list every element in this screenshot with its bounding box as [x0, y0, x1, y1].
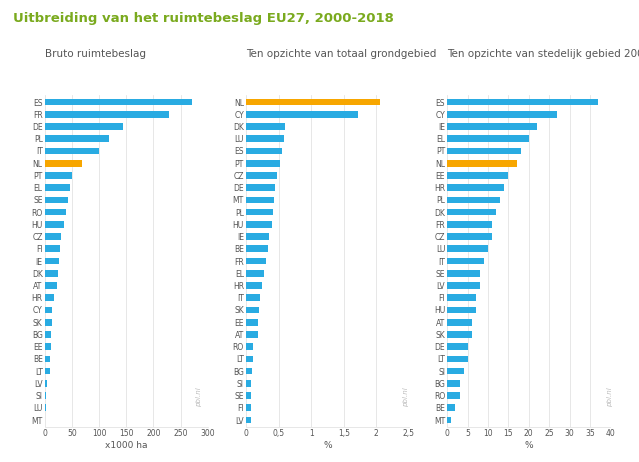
Bar [45, 380, 47, 387]
Text: pbl.nl: pbl.nl [403, 387, 409, 407]
Bar [447, 270, 480, 277]
Bar [45, 184, 70, 191]
Bar [447, 172, 509, 179]
Bar [45, 355, 50, 362]
X-axis label: %: % [525, 440, 533, 450]
Bar [447, 368, 464, 375]
Bar [447, 355, 468, 362]
Bar [246, 258, 266, 264]
Bar [246, 172, 277, 179]
Bar [246, 392, 251, 399]
Bar [447, 111, 557, 118]
Bar [447, 294, 476, 301]
Bar [246, 160, 280, 167]
Bar [447, 307, 476, 313]
Bar [246, 368, 252, 375]
Bar [246, 147, 282, 154]
Bar [45, 135, 109, 142]
Bar [45, 172, 72, 179]
Bar [45, 221, 65, 228]
Bar [447, 331, 472, 338]
Bar [246, 209, 273, 215]
Text: Bruto ruimtebeslag: Bruto ruimtebeslag [45, 49, 146, 59]
Bar [45, 294, 54, 301]
Bar [246, 417, 250, 423]
Bar [246, 245, 268, 252]
X-axis label: x1000 ha: x1000 ha [105, 440, 148, 450]
Bar [447, 319, 472, 326]
Bar [447, 392, 459, 399]
Bar [246, 307, 259, 313]
Bar [45, 111, 169, 118]
Bar [246, 221, 272, 228]
Bar [246, 196, 274, 203]
Bar [246, 343, 252, 350]
Bar [246, 111, 358, 118]
Bar [45, 196, 68, 203]
Bar [447, 160, 516, 167]
Bar [447, 196, 500, 203]
Bar [246, 282, 263, 289]
Text: Ten opzichte van totaal grondgebied: Ten opzichte van totaal grondgebied [246, 49, 436, 59]
Bar [246, 135, 284, 142]
Bar [45, 245, 60, 252]
Bar [45, 99, 192, 105]
Bar [447, 282, 480, 289]
Bar [45, 404, 46, 411]
Bar [45, 209, 66, 215]
Bar [447, 135, 529, 142]
Bar [447, 209, 496, 215]
Bar [447, 417, 451, 423]
Bar [246, 270, 264, 277]
Text: Uitbreiding van het ruimtebeslag EU27, 2000-2018: Uitbreiding van het ruimtebeslag EU27, 2… [13, 12, 394, 24]
Bar [45, 233, 61, 240]
Bar [246, 184, 275, 191]
Bar [45, 258, 59, 264]
Bar [45, 270, 58, 277]
Bar [45, 123, 123, 130]
X-axis label: %: % [323, 440, 332, 450]
Bar [447, 245, 488, 252]
Bar [447, 184, 504, 191]
Bar [447, 233, 492, 240]
Bar [45, 307, 52, 313]
Bar [246, 123, 285, 130]
Bar [246, 331, 258, 338]
Bar [447, 221, 492, 228]
Bar [447, 147, 521, 154]
Bar [447, 404, 456, 411]
Bar [246, 294, 260, 301]
Bar [447, 99, 598, 105]
Bar [447, 343, 468, 350]
Bar [246, 404, 250, 411]
Bar [246, 380, 251, 387]
Bar [45, 160, 82, 167]
Bar [45, 368, 50, 375]
Bar [246, 99, 380, 105]
Text: Ten opzichte van stedelijk gebied 2000: Ten opzichte van stedelijk gebied 2000 [447, 49, 639, 59]
Text: pbl.nl: pbl.nl [607, 387, 613, 407]
Bar [246, 319, 258, 326]
Bar [45, 319, 52, 326]
Text: pbl.nl: pbl.nl [196, 387, 203, 407]
Bar [447, 380, 459, 387]
Bar [246, 233, 269, 240]
Bar [45, 147, 99, 154]
Bar [45, 331, 51, 338]
Bar [246, 355, 252, 362]
Bar [447, 123, 537, 130]
Bar [45, 392, 47, 399]
Bar [447, 258, 484, 264]
Bar [45, 282, 57, 289]
Bar [45, 343, 50, 350]
